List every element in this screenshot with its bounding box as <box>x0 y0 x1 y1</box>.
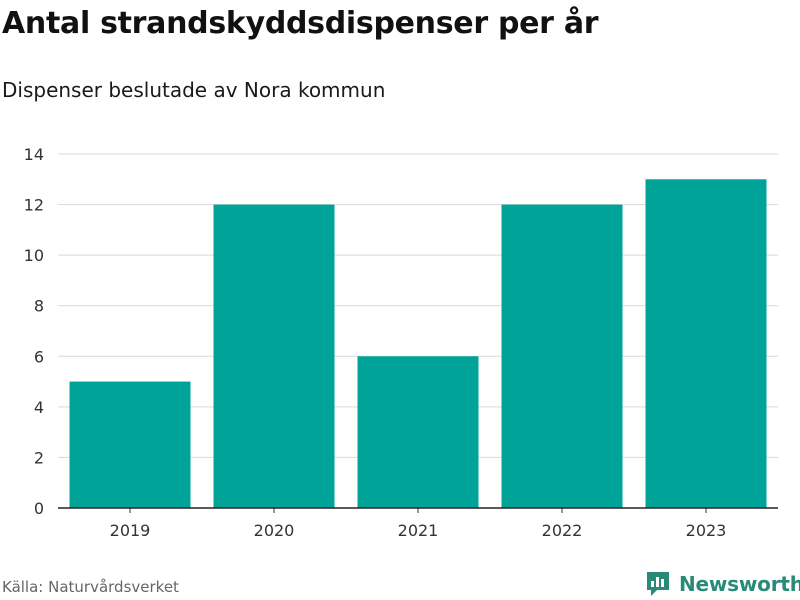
brand-name: Newsworthy <box>679 572 800 596</box>
x-tick-label: 2022 <box>542 521 583 540</box>
y-tick-label: 8 <box>34 297 44 316</box>
x-tick-label: 2023 <box>686 521 727 540</box>
bar-2019 <box>69 381 191 508</box>
x-tick-label: 2019 <box>110 521 151 540</box>
bar-2021 <box>357 356 479 508</box>
y-tick-label: 6 <box>34 347 44 366</box>
y-tick-label: 10 <box>24 246 44 265</box>
brand-logo: Newsworthy <box>645 570 800 598</box>
source-note: Källa: Naturvårdsverket <box>2 578 179 596</box>
x-tick-label: 2020 <box>254 521 295 540</box>
chart-title: Antal strandskyddsdispenser per år <box>2 6 599 41</box>
chart-subtitle: Dispenser beslutade av Nora kommun <box>2 78 386 102</box>
x-tick-label: 2021 <box>398 521 439 540</box>
y-axis-ticks: 0 2 4 6 8 10 12 14 <box>24 145 44 518</box>
bars <box>69 179 767 509</box>
y-tick-label: 4 <box>34 398 44 417</box>
y-tick-label: 12 <box>24 196 44 215</box>
bar-2022 <box>501 204 623 509</box>
x-axis-ticks: 2019 2020 2021 2022 2023 <box>110 508 727 540</box>
bar-2023 <box>645 179 767 509</box>
y-tick-label: 2 <box>34 448 44 467</box>
bar-2020 <box>213 204 335 509</box>
bar-chart-logo-icon <box>647 572 669 596</box>
y-tick-label: 0 <box>34 499 44 518</box>
y-tick-label: 14 <box>24 145 44 164</box>
